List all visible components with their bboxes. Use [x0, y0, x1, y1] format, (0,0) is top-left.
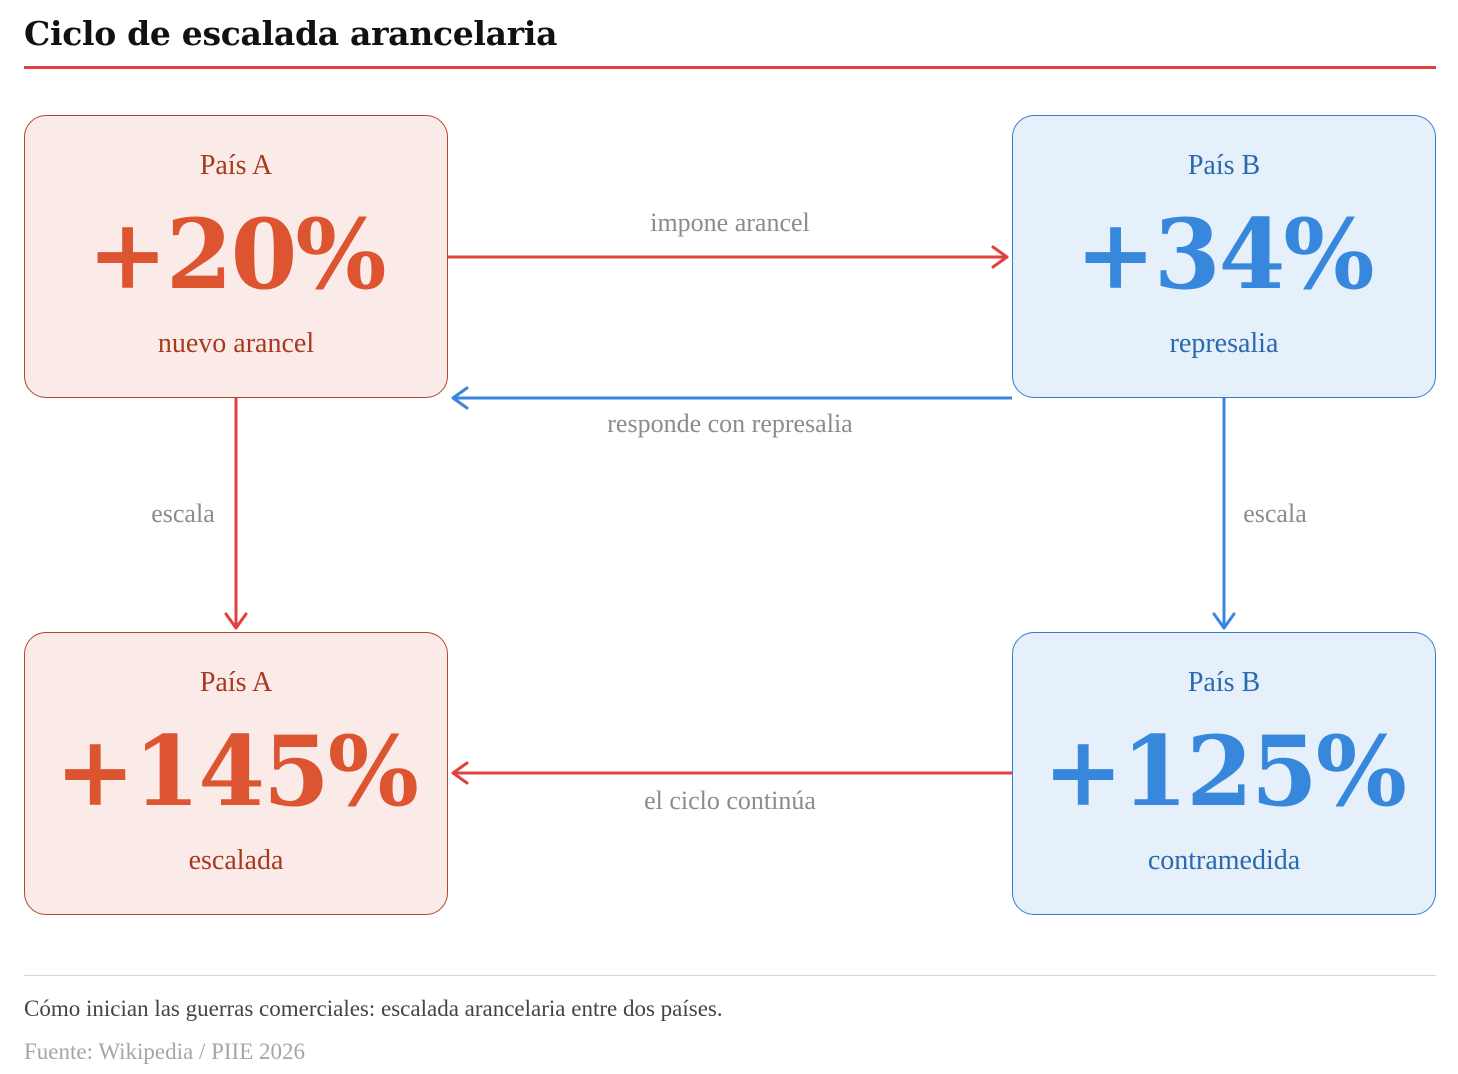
arrow-escala-left	[224, 398, 248, 630]
node-tariff-value: +34%	[1075, 198, 1374, 311]
node-tariff-value: +125%	[1042, 715, 1407, 828]
edge-label-responde-represalia: responde con represalia	[607, 409, 853, 438]
arrow-escala-right	[1212, 398, 1236, 630]
edge-label-escala-right: escala	[1243, 499, 1307, 528]
arrow-ciclo-continua	[451, 761, 1012, 785]
edge-label-impone-arancel: impone arancel	[650, 208, 810, 237]
node-pais-b-represalia: País B +34% represalia	[1012, 115, 1436, 398]
chart-title: Ciclo de escalada arancelaria	[24, 14, 558, 53]
node-country-label: País B	[1187, 150, 1261, 181]
figure-caption: Cómo inician las guerras comerciales: es…	[24, 996, 723, 1021]
node-pais-a-nuevo-arancel: País A +20% nuevo arancel	[24, 115, 448, 398]
source-note: Fuente: Wikipedia / PIIE 2026	[24, 1039, 305, 1064]
footer-divider	[24, 975, 1436, 976]
node-country-label: País B	[1187, 667, 1261, 698]
node-description: nuevo arancel	[157, 328, 315, 359]
node-country-label: País A	[199, 150, 273, 181]
node-description: represalia	[1169, 328, 1279, 359]
title-divider	[24, 66, 1436, 69]
edge-label-ciclo-continua: el ciclo continúa	[644, 786, 816, 815]
node-pais-a-escalada: País A +145% escalada	[24, 632, 448, 915]
edge-label-escala-left: escala	[151, 499, 215, 528]
node-pais-b-contramedida: País B +125% contramedida	[1012, 632, 1436, 915]
node-country-label: País A	[199, 667, 273, 698]
arrow-responde-represalia	[451, 386, 1012, 410]
node-description: escalada	[188, 845, 284, 876]
node-description: contramedida	[1147, 845, 1301, 876]
arrow-impone-arancel	[448, 245, 1009, 269]
node-tariff-value: +145%	[54, 715, 419, 828]
node-tariff-value: +20%	[87, 198, 386, 311]
